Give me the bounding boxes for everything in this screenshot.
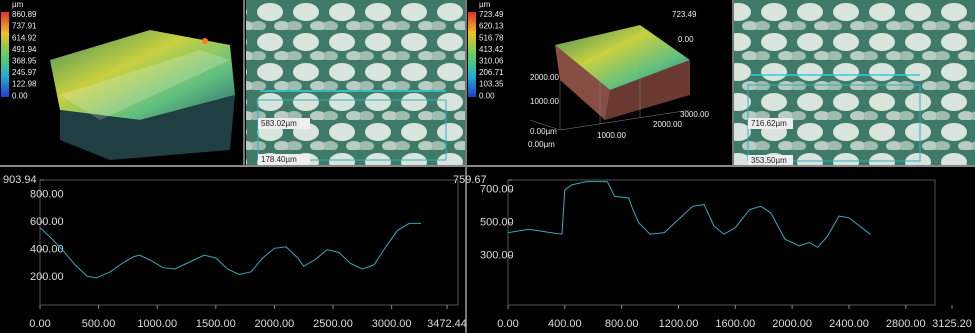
x-tick-label: 0.00 <box>497 318 518 330</box>
x-tick-label: 1500.00 <box>196 318 236 330</box>
x-tick-label: 1000.00 <box>137 318 177 330</box>
colorbar-label: 122.98 <box>12 80 37 89</box>
label-bg <box>748 118 793 129</box>
colorbar-label: 737.91 <box>12 22 37 31</box>
colorbar-unit: µm <box>12 0 24 9</box>
surface <box>50 30 235 120</box>
section-plane <box>60 50 230 120</box>
label-bg <box>258 154 310 165</box>
x-tick-label: 2500.00 <box>313 318 353 330</box>
y-tick-label: 500.00 <box>480 217 514 229</box>
divider <box>243 0 245 165</box>
axis-label: 0.00µm <box>528 140 555 149</box>
x-tick-label: 1200.00 <box>659 318 699 330</box>
colorbar-label: 245.97 <box>12 68 37 77</box>
x-tick-label: 0.00 <box>29 318 50 330</box>
colorbar-label: 206.71 <box>479 68 504 77</box>
micrograph <box>734 0 975 165</box>
axis-label: 0.00 <box>678 35 694 44</box>
measure-label: 716.62µm <box>751 119 787 128</box>
colorbar-label: 368.95 <box>12 57 37 66</box>
divider <box>0 165 975 167</box>
colorbar-unit: µm <box>479 0 491 9</box>
measure-label: 353.50µm <box>751 156 787 165</box>
colorbar-label: 413.42 <box>479 45 504 54</box>
grid-box <box>529 70 691 131</box>
plot-frame <box>507 179 936 306</box>
colorbar-label: 0.00 <box>12 91 28 100</box>
measure-box <box>257 99 447 161</box>
axis-label: 2000.00 <box>653 120 682 129</box>
measure-label: 178.40µm <box>261 155 297 164</box>
axis-label: 3000.00 <box>680 110 709 119</box>
axis-label: 0.00µm <box>530 127 557 136</box>
colorbar-label: 103.35 <box>479 80 504 89</box>
y-tick-label: 903.94 <box>3 174 37 186</box>
profile-charts: 200.00 400.00 600.00 800.00 903.94 0.00 500.00… <box>3 174 972 330</box>
y-tick-label: 759.67 <box>453 174 487 186</box>
profile-line <box>507 181 871 249</box>
surface-side <box>605 60 690 120</box>
x-tick-label: 2000.00 <box>255 318 295 330</box>
colorbar-label: 310.06 <box>479 57 504 66</box>
plot-frame <box>39 179 459 306</box>
surface-side <box>555 45 610 120</box>
x-tick-label: 2400.00 <box>829 318 869 330</box>
surface-side <box>60 95 235 160</box>
profile-line <box>39 222 421 279</box>
x-tick-label: 3000.00 <box>372 318 412 330</box>
divider <box>732 0 734 165</box>
view3d-panel: µm 723.49 620.13 516.78 413.42 310.06 206.71 1… <box>468 0 709 149</box>
label-bg <box>258 118 310 129</box>
image-panel: 716.62µm 353.50µm <box>734 0 975 166</box>
colorbar-labels: 723.49 620.13 516.78 413.42 310.06 206.71 103.… <box>479 10 504 100</box>
label-bg <box>748 155 793 166</box>
x-tick-label: 1600.00 <box>715 318 755 330</box>
axis-label: 2000.00 <box>530 73 559 82</box>
colorbar-label: 491.94 <box>12 45 37 54</box>
y-tick-label: 800.00 <box>30 188 64 200</box>
image-panel: 583.02µm 178.40µm <box>246 0 465 165</box>
surface <box>555 25 690 90</box>
axis-label: 1000.00 <box>530 97 559 106</box>
x-tick-label: 800.00 <box>605 318 639 330</box>
axis-label: 1000.00 <box>597 131 626 140</box>
x-tick-label: 2800.00 <box>886 318 926 330</box>
y-tick-label: 400.00 <box>30 244 64 256</box>
y-tick-label: 300.00 <box>480 250 514 262</box>
x-tick-label: 400.00 <box>548 318 582 330</box>
colorbar-label: 614.92 <box>12 33 37 42</box>
colorbar-label: 860.89 <box>12 10 37 19</box>
x-tick-label: 500.00 <box>82 318 116 330</box>
axis-label: 723.49 <box>672 10 697 19</box>
measure-label: 583.02µm <box>261 119 297 128</box>
view3d-panel: µm 860.89 737.91 614.92 491.94 368.95 245.97 1… <box>1 0 235 160</box>
micrograph <box>246 0 465 165</box>
colorbar-label: 516.78 <box>479 33 504 42</box>
y-tick-label: 700.00 <box>480 184 514 196</box>
y-tick-label: 200.00 <box>30 271 64 283</box>
marker <box>202 38 208 44</box>
colorbar-label: 723.49 <box>479 10 504 19</box>
colorbar-label: 620.13 <box>479 22 504 31</box>
y-tick-label: 600.00 <box>30 216 64 228</box>
axis-labels: 723.49 0.00 2000.00 1000.00 0.00µm 1000.00 200… <box>528 10 709 149</box>
colorbar-labels: 860.89 737.91 614.92 491.94 368.95 245.97 122.… <box>12 10 37 100</box>
x-tick-label: 3472.44 <box>427 318 467 330</box>
colorbar <box>1 12 9 97</box>
colorbar-label: 0.00 <box>479 91 495 100</box>
colorbar <box>468 12 476 97</box>
x-tick-label: 2000.00 <box>772 318 812 330</box>
x-tick-label: 3125.20 <box>932 318 972 330</box>
